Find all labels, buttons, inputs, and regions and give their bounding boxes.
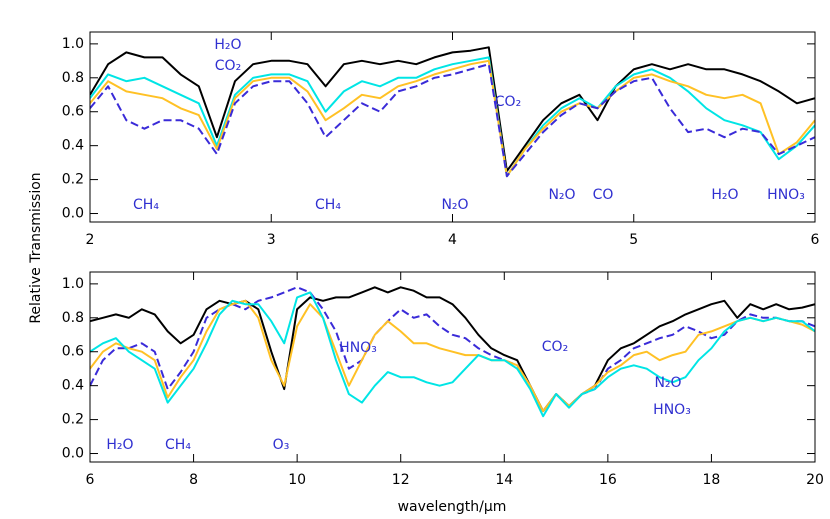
x-axis-label: wavelength/μm	[398, 499, 507, 515]
y-tick-label: 0.2	[62, 172, 84, 188]
annotation: O₃	[273, 437, 290, 453]
y-tick-label: 0.2	[62, 412, 84, 428]
x-tick-label: 18	[703, 472, 721, 488]
y-tick-label: 0.4	[62, 378, 84, 394]
series-line	[90, 286, 815, 413]
y-tick-label: 0.6	[62, 344, 84, 360]
plot-frame	[89, 271, 816, 463]
annotation: CH₄	[133, 197, 159, 213]
annotation: H₂O	[106, 437, 133, 453]
annotation: N₂O	[654, 375, 681, 391]
annotation: HNO₃	[767, 187, 805, 203]
x-tick-label: 6	[811, 232, 820, 248]
x-tick-label: 8	[189, 472, 198, 488]
annotation: H₂O	[214, 37, 241, 53]
series-line	[90, 59, 815, 178]
annotation: CH₄	[165, 437, 191, 453]
series-line	[90, 299, 815, 413]
x-tick-label: 14	[495, 472, 513, 488]
x-tick-label: 4	[448, 232, 457, 248]
annotation: HNO₃	[339, 340, 377, 356]
annotation: N₂O	[441, 197, 468, 213]
x-tick-label: 20	[806, 472, 824, 488]
x-tick-label: 3	[267, 232, 276, 248]
y-tick-label: 0.8	[62, 310, 84, 326]
annotation: CO₂	[495, 94, 521, 110]
series-line	[90, 291, 815, 418]
series-line	[90, 286, 815, 413]
y-tick-label: 0.4	[62, 138, 84, 154]
annotation: H₂O	[711, 187, 738, 203]
annotation: CO₂	[542, 339, 568, 355]
annotation: CO	[593, 187, 614, 203]
x-tick-label: 2	[86, 232, 95, 248]
y-tick-label: 1.0	[62, 276, 84, 292]
annotation: N₂O	[548, 187, 575, 203]
x-tick-label: 10	[288, 472, 306, 488]
annotation: CO₂	[215, 58, 241, 74]
annotation: CH₄	[315, 197, 341, 213]
x-tick-label: 16	[599, 472, 617, 488]
x-tick-label: 12	[392, 472, 410, 488]
y-tick-label: 0.0	[62, 206, 84, 222]
y-axis-label: Relative Transmission	[28, 172, 44, 323]
annotation: HNO₃	[653, 402, 691, 418]
series-line	[90, 63, 815, 178]
y-tick-label: 0.8	[62, 70, 84, 86]
x-tick-label: 5	[629, 232, 638, 248]
y-tick-label: 0.0	[62, 446, 84, 462]
plot-frame	[89, 31, 816, 223]
y-tick-label: 1.0	[62, 36, 84, 52]
series-line	[90, 56, 815, 178]
x-tick-label: 6	[86, 472, 95, 488]
y-tick-label: 0.6	[62, 104, 84, 120]
series-line	[90, 46, 815, 173]
